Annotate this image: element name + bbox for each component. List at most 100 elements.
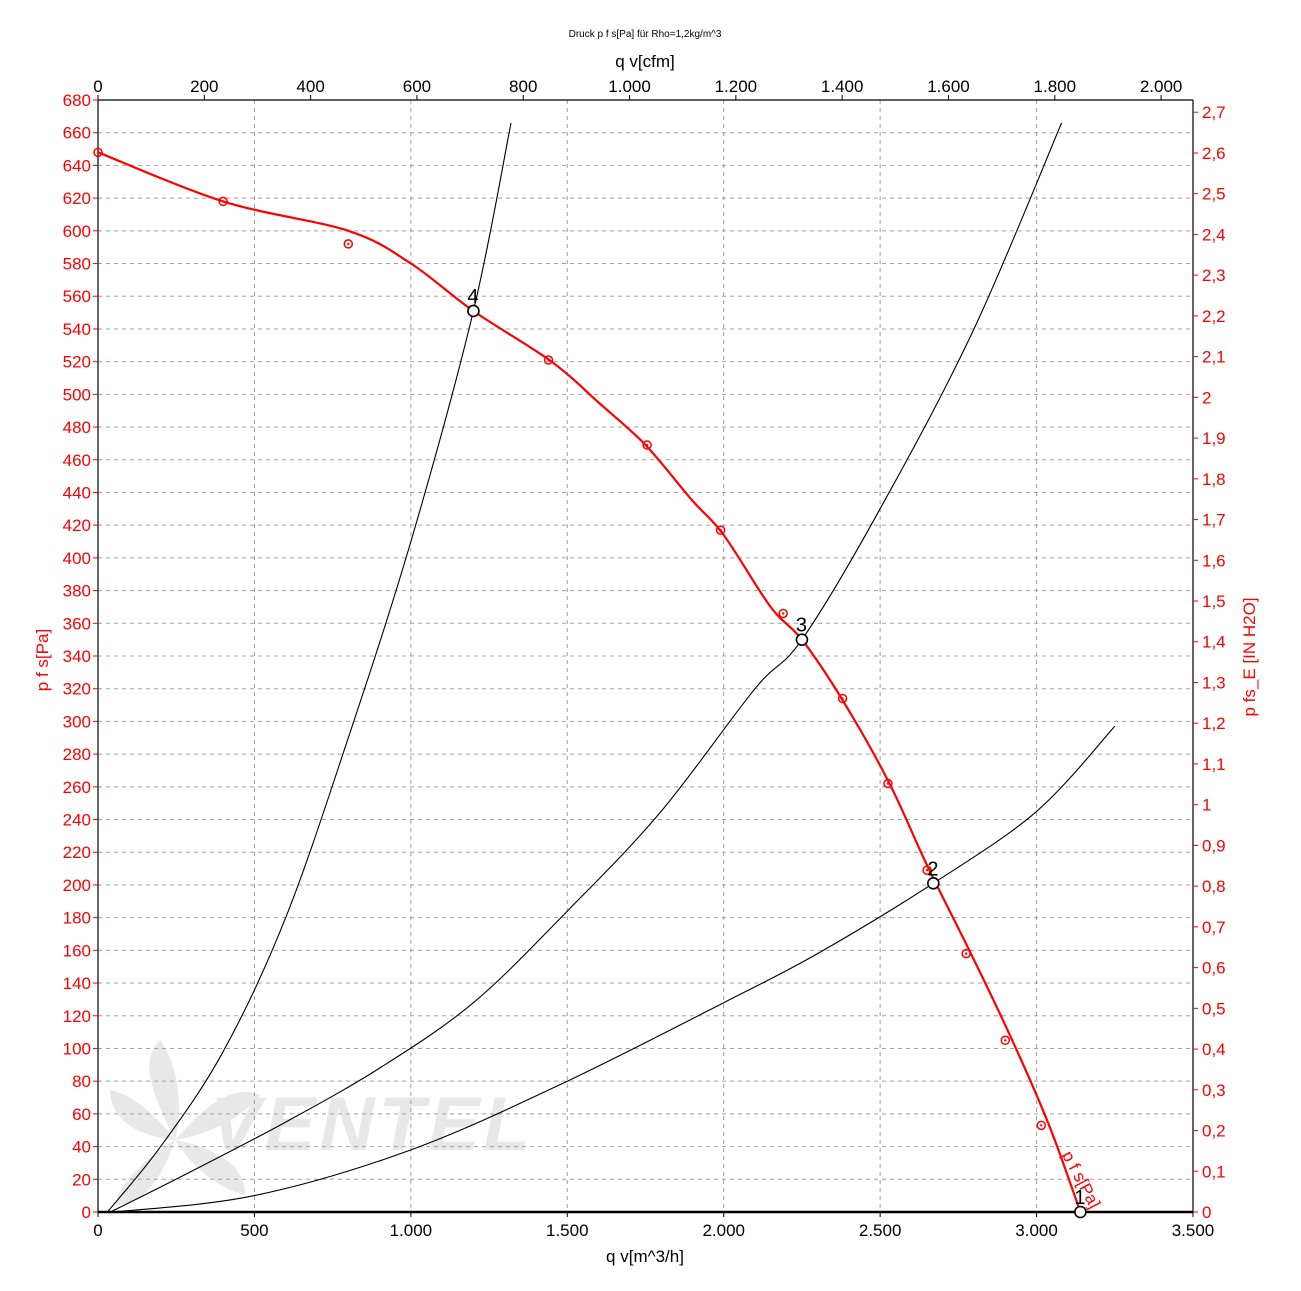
x2-tick-label: 400 <box>296 77 324 96</box>
x-tick-label: 3.000 <box>1015 1221 1058 1240</box>
y-axis-title: p f s[Pa] <box>33 629 52 691</box>
y-tick-label: 500 <box>63 385 91 404</box>
y-tick-label: 80 <box>72 1072 91 1091</box>
y2-tick-label: 1,6 <box>1202 551 1226 570</box>
y2-tick-label: 2,3 <box>1202 266 1226 285</box>
y2-tick-label: 1,4 <box>1202 633 1226 652</box>
y-tick-label: 640 <box>63 156 91 175</box>
y-tick-label: 360 <box>63 614 91 633</box>
fan-curve-marker-dot <box>886 782 890 785</box>
y2-tick-label: 2,4 <box>1202 225 1226 244</box>
fan-curve-marker <box>922 865 932 875</box>
y2-tick-label: 0,1 <box>1202 1162 1226 1181</box>
y-tick-label: 280 <box>63 745 91 764</box>
x2-tick-label: 1.200 <box>715 77 758 96</box>
y2-tick-label: 2,7 <box>1202 103 1226 122</box>
fan-curve-marker <box>93 147 103 158</box>
fan-curve-marker <box>1036 1120 1047 1131</box>
y2-tick-label: 0,5 <box>1202 999 1226 1018</box>
y2-tick-label: 0,6 <box>1202 959 1226 978</box>
fan-curve-marker <box>642 440 652 450</box>
y-tick-label: 160 <box>63 941 91 960</box>
y2-tick-label: 2 <box>1202 388 1211 407</box>
y-tick-label: 520 <box>63 353 91 372</box>
fan-curve-marker-dot <box>1004 1039 1007 1042</box>
x2-tick-label: 0 <box>93 77 102 96</box>
y-tick-label: 220 <box>63 843 91 862</box>
fan-curve-marker <box>543 355 554 365</box>
y-tick-label: 320 <box>63 680 91 699</box>
operating-point-label-2: 2 <box>927 858 938 880</box>
y2-tick-label: 1,2 <box>1202 714 1226 733</box>
y2-tick-label: 1,3 <box>1202 673 1226 692</box>
fan-curve-marker-dot <box>221 200 225 203</box>
fan-curve-marker <box>218 196 228 207</box>
fan-curve-line <box>97 151 1082 1213</box>
y2-tick-label: 1 <box>1202 796 1211 815</box>
y-tick-label: 0 <box>82 1203 91 1222</box>
fan-curve-marker-dot <box>645 443 649 447</box>
fan-curve-marker-dot <box>347 242 350 246</box>
y-tick-label: 460 <box>63 451 91 470</box>
y-tick-label: 40 <box>72 1138 91 1157</box>
x-tick-label: 0 <box>93 1221 102 1240</box>
y2-axis-title: p fs_E [IN H2O] <box>1240 597 1259 716</box>
y-tick-label: 400 <box>63 549 91 568</box>
y2-tick-label: 0,2 <box>1202 1122 1226 1141</box>
y2-tick-label: 0 <box>1202 1203 1211 1222</box>
operating-point-1 <box>1074 1205 1087 1219</box>
y-tick-label: 440 <box>63 483 91 502</box>
y-tick-label: 600 <box>63 222 91 241</box>
y2-tick-label: 0,3 <box>1202 1081 1226 1100</box>
x2-tick-label: 1.000 <box>608 77 651 96</box>
y-tick-label: 660 <box>63 124 91 143</box>
x2-tick-label: 200 <box>190 77 218 96</box>
y-tick-label: 260 <box>63 778 91 797</box>
x-tick-label: 2.000 <box>702 1221 745 1240</box>
system-curve-3 <box>113 725 1116 1213</box>
fan-curve-marker-dot <box>841 697 844 700</box>
y2-tick-label: 2,2 <box>1202 307 1226 326</box>
y2-tick-label: 0,7 <box>1202 918 1226 937</box>
y2-tick-label: 1,1 <box>1202 755 1226 774</box>
fan-curve-marker <box>778 608 788 619</box>
watermark-text: VENTEL <box>210 1082 534 1167</box>
y-tick-label: 20 <box>72 1170 91 1189</box>
x2-tick-label: 1.800 <box>1034 77 1077 96</box>
y2-tick-label: 1,9 <box>1202 429 1226 448</box>
x2-tick-label: 600 <box>403 77 431 96</box>
x2-axis-title: q v[cfm] <box>615 52 675 71</box>
fan-curve-marker-dot <box>547 358 550 362</box>
fan-curve-marker <box>343 239 354 249</box>
y-tick-label: 540 <box>63 320 91 339</box>
y2-tick-label: 0,9 <box>1202 836 1226 855</box>
x-axis-title: q v[m^3/h] <box>606 1247 684 1266</box>
system-curve-2 <box>110 122 1063 1213</box>
y-tick-label: 560 <box>63 287 91 306</box>
y-tick-label: 60 <box>72 1105 91 1124</box>
y-tick-label: 340 <box>63 647 91 666</box>
x2-tick-label: 1.400 <box>821 77 864 96</box>
fan-curve-marker <box>961 948 971 959</box>
x-tick-label: 3.500 <box>1172 1221 1215 1240</box>
y-tick-label: 100 <box>63 1039 91 1058</box>
y-tick-label: 480 <box>63 418 91 437</box>
fan-curve-marker <box>715 525 726 535</box>
system-curve-1 <box>106 122 512 1213</box>
y-tick-label: 180 <box>63 909 91 928</box>
y2-tick-label: 2,1 <box>1202 348 1226 367</box>
fan-curve-marker-dot <box>781 612 785 615</box>
y2-tick-label: 2,6 <box>1202 144 1226 163</box>
x-tick-label: 1.000 <box>390 1221 433 1240</box>
y2-tick-label: 0,4 <box>1202 1040 1226 1059</box>
x-tick-label: 2.500 <box>859 1221 902 1240</box>
fan-curve-marker-dot <box>1040 1124 1043 1127</box>
y-tick-label: 200 <box>63 876 91 895</box>
fan-curve-marker-dot <box>964 952 968 955</box>
operating-point-4 <box>467 304 480 318</box>
chart-title: Druck p f s[Pa] für Rho=1,2kg/m^3 <box>569 29 722 40</box>
x2-tick-label: 2.000 <box>1140 77 1183 96</box>
y-tick-label: 420 <box>63 516 91 535</box>
y-tick-label: 300 <box>63 712 91 731</box>
